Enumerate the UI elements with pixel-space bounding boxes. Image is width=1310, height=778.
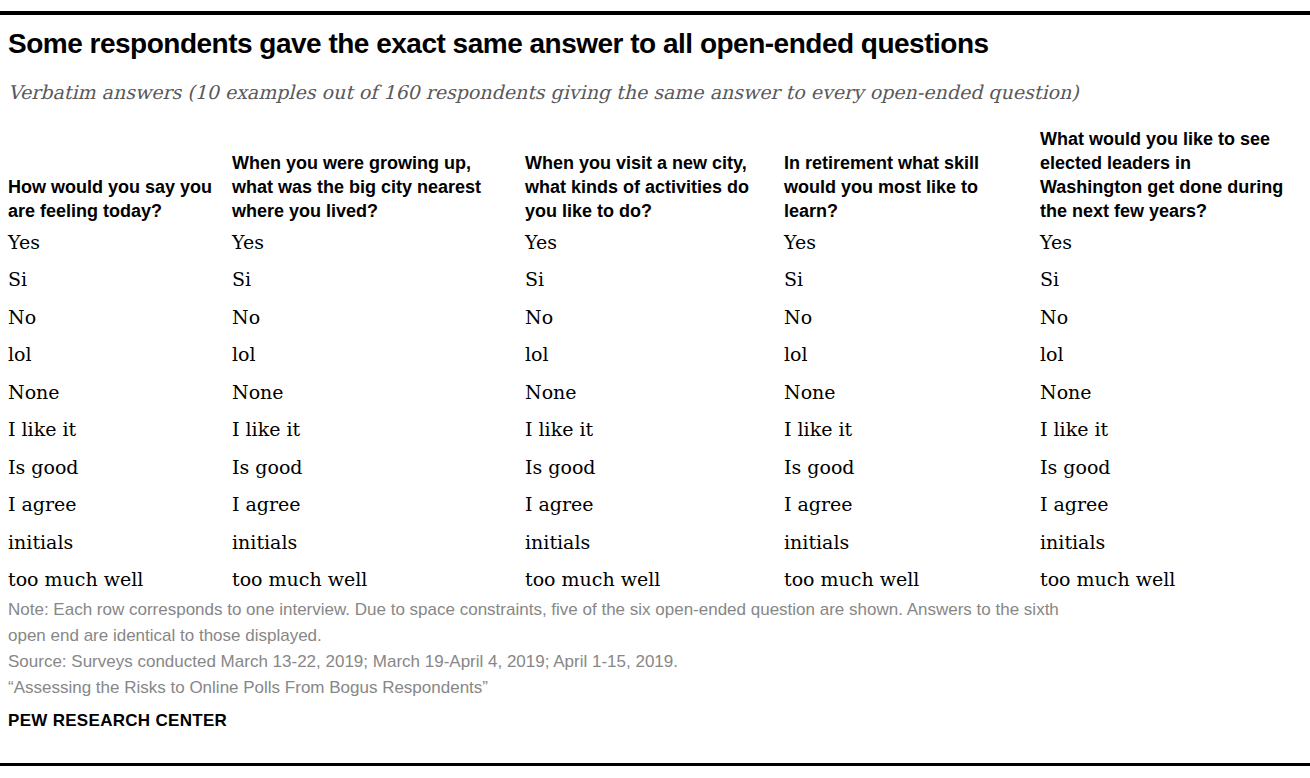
report-title-text: “Assessing the Risks to Online Polls Fro… <box>8 675 1248 701</box>
table-cell: Si <box>525 268 784 290</box>
table-cell: I like it <box>232 418 525 440</box>
column-header: What would you like to see elected leade… <box>1040 127 1300 223</box>
column-header: When you were growing up, what was the b… <box>232 151 525 223</box>
table-cell: No <box>8 306 232 328</box>
table-cell: initials <box>784 531 1040 553</box>
table-cell: I like it <box>784 418 1040 440</box>
table-cell: No <box>232 306 525 328</box>
column-header: When you visit a new city, what kinds of… <box>525 151 784 223</box>
table-cell: No <box>784 306 1040 328</box>
page-title: Some respondents gave the exact same ans… <box>8 28 989 60</box>
table-cell: Si <box>8 268 232 290</box>
table-cell: initials <box>1040 531 1300 553</box>
table-cell: I agree <box>8 493 232 515</box>
table-cell: I like it <box>8 418 232 440</box>
table-cell: I like it <box>525 418 784 440</box>
table-cell: None <box>232 381 525 403</box>
table-cell: I agree <box>232 493 525 515</box>
table-cell: None <box>525 381 784 403</box>
table-cell: I agree <box>525 493 784 515</box>
table-cell: initials <box>232 531 525 553</box>
table-cell: Si <box>232 268 525 290</box>
table-cell: too much well <box>1040 568 1300 590</box>
table-cell: Si <box>1040 268 1300 290</box>
table-cell: too much well <box>8 568 232 590</box>
table-cell: lol <box>1040 343 1300 365</box>
table-cell: No <box>525 306 784 328</box>
table-cell: Is good <box>525 456 784 478</box>
table-cell: Is good <box>8 456 232 478</box>
table-cell: None <box>784 381 1040 403</box>
bottom-border-rule <box>0 763 1310 766</box>
column-header: How would you say you are feeling today? <box>8 175 232 223</box>
table-cell: Yes <box>1040 231 1300 253</box>
table-cell: Yes <box>525 231 784 253</box>
table-cell: initials <box>525 531 784 553</box>
table-header-row: How would you say you are feeling today?… <box>8 126 1300 223</box>
table-cell: None <box>1040 381 1300 403</box>
table-cell: I agree <box>784 493 1040 515</box>
page-subtitle: Verbatim answers (10 examples out of 160… <box>8 81 1079 103</box>
pew-figure: Some respondents gave the exact same ans… <box>0 0 1310 778</box>
table-cell: Si <box>784 268 1040 290</box>
table-cell: lol <box>525 343 784 365</box>
table-cell: too much well <box>784 568 1040 590</box>
table-cell: Yes <box>784 231 1040 253</box>
verbatim-answers-table: How would you say you are feeling today?… <box>8 126 1300 598</box>
table-cell: I like it <box>1040 418 1300 440</box>
table-cell: too much well <box>525 568 784 590</box>
column-header: In retirement what skill would you most … <box>784 151 1040 223</box>
note-text: Note: Each row corresponds to one interv… <box>8 597 1248 649</box>
table-cell: initials <box>8 531 232 553</box>
brand-wordmark: PEW RESEARCH CENTER <box>8 711 227 731</box>
table-cell: I agree <box>1040 493 1300 515</box>
top-border-rule <box>0 11 1310 15</box>
table-body: YesYesYesYesYesSiSiSiSiSiNoNoNoNoNolollo… <box>8 223 1300 598</box>
table-cell: Is good <box>784 456 1040 478</box>
table-cell: Yes <box>8 231 232 253</box>
table-cell: too much well <box>232 568 525 590</box>
table-cell: lol <box>8 343 232 365</box>
table-cell: lol <box>784 343 1040 365</box>
table-cell: No <box>1040 306 1300 328</box>
source-text: Source: Surveys conducted March 13-22, 2… <box>8 649 1248 675</box>
footer-notes: Note: Each row corresponds to one interv… <box>8 597 1248 701</box>
table-cell: Is good <box>1040 456 1300 478</box>
table-cell: lol <box>232 343 525 365</box>
table-cell: Yes <box>232 231 525 253</box>
table-cell: Is good <box>232 456 525 478</box>
table-cell: None <box>8 381 232 403</box>
